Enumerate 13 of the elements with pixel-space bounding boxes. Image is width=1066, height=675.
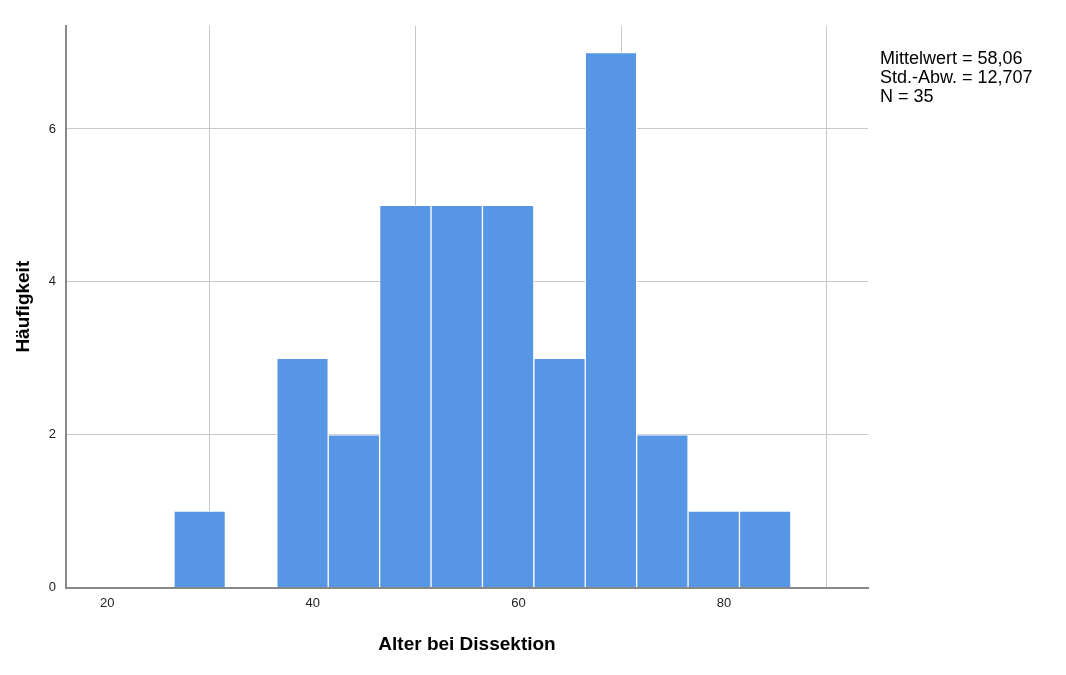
y-tick-label: 0	[48, 579, 57, 595]
text: N = 35	[880, 85, 934, 106]
y-tick-label: 4	[48, 273, 57, 289]
y-tick-label: 2	[48, 426, 57, 442]
x-tick-label: 20	[99, 594, 115, 610]
x-tick-label: 60	[511, 594, 526, 610]
text: Mittelwert = 58,06	[880, 47, 1023, 68]
x-axis-title: Alter bei Dissektion	[378, 632, 556, 654]
y-axis-title: Häufigkeit	[11, 260, 33, 353]
text: Std.-Abw. = 12,707	[880, 66, 1033, 87]
y-tick-label: 6	[48, 120, 57, 136]
x-tick-label: 80	[716, 594, 732, 610]
x-tick-label: 40	[305, 594, 321, 610]
